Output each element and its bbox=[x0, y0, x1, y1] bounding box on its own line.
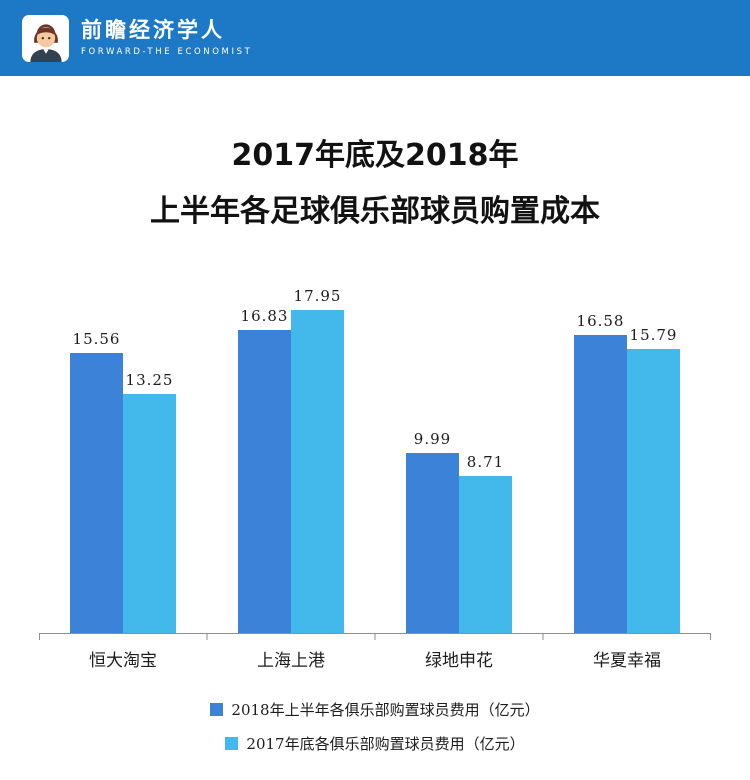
legend-swatch bbox=[210, 703, 224, 716]
plot-area: 15.56 13.25 16.83 17.95 9.99 8.71 16.58 15.79 bbox=[39, 273, 711, 634]
brand-logo bbox=[22, 14, 69, 62]
bar-value-label: 15.79 bbox=[629, 326, 678, 344]
legend-swatch bbox=[225, 737, 239, 750]
bar-wrap: 16.58 bbox=[574, 312, 627, 633]
bar-group: 16.58 15.79 bbox=[543, 312, 711, 633]
bar-wrap: 15.56 bbox=[70, 330, 123, 633]
bar-value-label: 15.56 bbox=[72, 330, 121, 348]
legend-item: 2018年上半年各俱乐部购置球员费用（亿元） bbox=[210, 699, 540, 720]
brand-name-en: FORWARD-THE ECONOMIST bbox=[81, 46, 253, 57]
bar bbox=[406, 453, 459, 633]
chart-title-line2: 上半年各足球俱乐部球员购置成本 bbox=[150, 193, 600, 229]
bar-value-label: 16.83 bbox=[240, 307, 289, 325]
axis-tick bbox=[206, 634, 208, 640]
category-row: 恒大淘宝 上海上港 绿地申花 华夏幸福 bbox=[39, 646, 711, 671]
axis-ticks bbox=[39, 634, 711, 640]
bar-group: 16.83 17.95 bbox=[207, 287, 375, 633]
bar-group: 9.99 8.71 bbox=[375, 430, 543, 633]
bar-value-label: 16.58 bbox=[576, 312, 625, 330]
brand-name-cn: 前瞻经济学人 bbox=[81, 18, 225, 43]
bar bbox=[238, 330, 291, 633]
axis-tick bbox=[542, 634, 544, 640]
bar bbox=[123, 394, 176, 633]
bar-value-label: 9.99 bbox=[413, 430, 452, 448]
bar-value-label: 17.95 bbox=[293, 287, 342, 305]
legend-label: 2017年底各俱乐部购置球员费用（亿元） bbox=[246, 735, 525, 753]
bar-wrap: 17.95 bbox=[291, 287, 344, 633]
chart-title-line1: 2017年底及2018年 bbox=[231, 138, 519, 173]
avatar-icon bbox=[29, 23, 62, 62]
bar-wrap: 9.99 bbox=[406, 430, 459, 633]
axis-tick bbox=[374, 634, 376, 640]
bar bbox=[627, 349, 680, 633]
axis-tick bbox=[710, 634, 711, 640]
legend-label: 2018年上半年各俱乐部购置球员费用（亿元） bbox=[231, 701, 540, 719]
bar-chart: 15.56 13.25 16.83 17.95 9.99 8.71 16.58 15.79 恒… bbox=[39, 273, 711, 780]
header: 前瞻经济学人 FORWARD-THE ECONOMIST bbox=[0, 0, 750, 76]
category-label: 绿地申花 bbox=[425, 651, 493, 671]
category-label: 上海上港 bbox=[257, 651, 325, 671]
bar-wrap: 13.25 bbox=[123, 371, 176, 633]
bar-wrap: 8.71 bbox=[459, 453, 512, 633]
brand-text: 前瞻经济学人 FORWARD-THE ECONOMIST bbox=[81, 18, 253, 57]
bar-value-label: 8.71 bbox=[466, 453, 505, 471]
bar bbox=[291, 310, 344, 633]
category-label: 恒大淘宝 bbox=[89, 651, 157, 671]
chart-title: 2017年底及2018年 上半年各足球俱乐部球员购置成本 bbox=[0, 128, 750, 239]
legend: 2018年上半年各俱乐部购置球员费用（亿元） 2017年底各俱乐部购置球员费用（亿… bbox=[39, 699, 711, 780]
bar-group: 15.56 13.25 bbox=[39, 330, 207, 633]
bar bbox=[70, 353, 123, 633]
bar-value-label: 13.25 bbox=[125, 371, 174, 389]
bar bbox=[574, 335, 627, 633]
bar-wrap: 16.83 bbox=[238, 307, 291, 633]
category-label: 华夏幸福 bbox=[593, 651, 661, 671]
axis-tick bbox=[39, 634, 40, 640]
bar bbox=[459, 476, 512, 633]
bar-wrap: 15.79 bbox=[627, 326, 680, 633]
legend-item: 2017年底各俱乐部购置球员费用（亿元） bbox=[225, 733, 525, 754]
